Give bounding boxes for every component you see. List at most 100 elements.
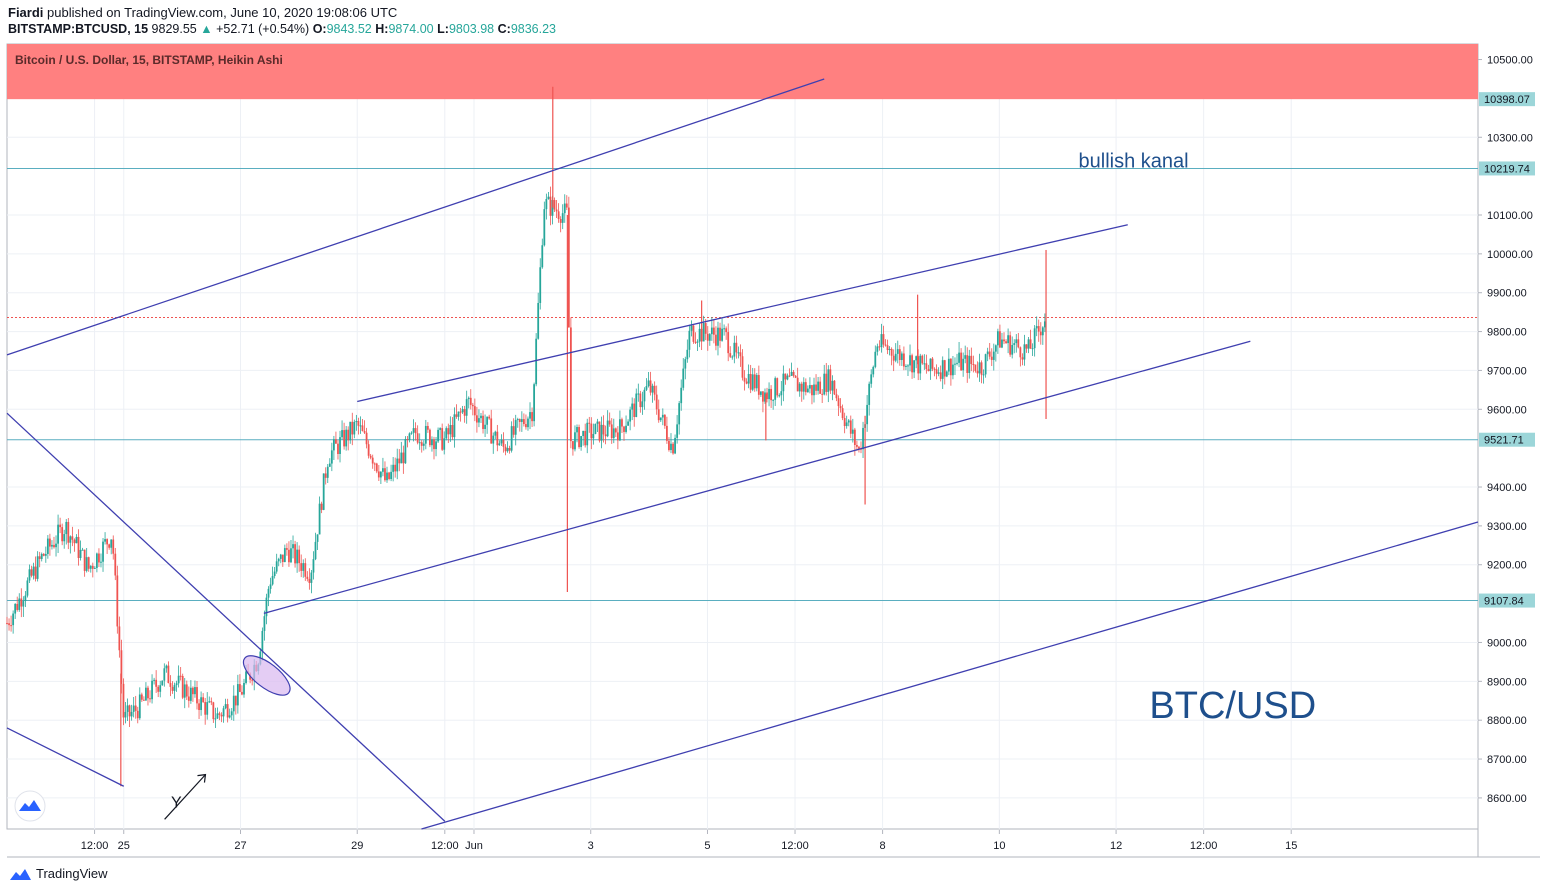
candle-body bbox=[106, 539, 109, 545]
candle-body bbox=[1017, 339, 1020, 348]
candle-body bbox=[698, 328, 701, 342]
candle-body bbox=[674, 437, 676, 454]
candle-body bbox=[992, 351, 995, 360]
candle-body bbox=[780, 391, 783, 396]
published-text: published on TradingView.com, June 10, 2… bbox=[47, 5, 398, 20]
candle-body bbox=[782, 373, 785, 392]
candle-body bbox=[445, 428, 448, 439]
candle-body bbox=[905, 365, 907, 367]
candle-body bbox=[326, 466, 329, 478]
candle-body bbox=[138, 694, 141, 719]
tradingview-icon bbox=[10, 868, 31, 880]
candle-body bbox=[390, 471, 392, 479]
candle-body bbox=[841, 408, 844, 419]
trendline-descending-support bbox=[6, 727, 125, 787]
candle-body bbox=[330, 450, 333, 464]
candle-body bbox=[529, 412, 531, 419]
candle-body bbox=[161, 680, 164, 686]
candle-body bbox=[349, 421, 352, 441]
publisher-name[interactable]: Fiardi bbox=[8, 5, 44, 20]
candle-body bbox=[422, 443, 425, 446]
candle-body bbox=[484, 424, 486, 429]
candle-body bbox=[108, 544, 111, 548]
candle-body bbox=[304, 563, 307, 577]
candle-body bbox=[439, 428, 442, 430]
candle-body bbox=[735, 342, 738, 353]
price-axis[interactable]: 10500.00 10300.00 10100.00 10000.00 9900.00 9… bbox=[1478, 55, 1535, 805]
candle-body bbox=[116, 575, 119, 627]
candle-body bbox=[849, 420, 852, 434]
arrow-annotation[interactable] bbox=[164, 773, 207, 820]
candle-body bbox=[124, 711, 127, 718]
candle-body bbox=[232, 695, 235, 712]
candle-body bbox=[976, 370, 979, 374]
candle-body bbox=[666, 425, 668, 441]
open-value: 9843.52 bbox=[326, 22, 372, 36]
candle-body bbox=[514, 420, 517, 435]
candle-body bbox=[745, 381, 748, 384]
candle-body bbox=[379, 471, 382, 478]
candle-body bbox=[145, 687, 147, 701]
candle-body bbox=[128, 705, 131, 717]
candle-body bbox=[531, 412, 533, 422]
candle-body bbox=[655, 394, 658, 410]
candle-body bbox=[999, 331, 1001, 348]
candle-body bbox=[473, 406, 476, 416]
candle-body bbox=[825, 373, 828, 392]
candle-body bbox=[522, 419, 525, 425]
candle-body bbox=[377, 471, 380, 478]
candle-body bbox=[288, 549, 290, 563]
candle-body bbox=[764, 392, 766, 402]
candle-body bbox=[723, 328, 726, 330]
candle-body bbox=[171, 686, 174, 691]
candle-body bbox=[59, 524, 62, 528]
time-tick-label: Jun bbox=[465, 840, 483, 852]
candle-body bbox=[335, 439, 337, 444]
trendline-bullish-channel-top bbox=[357, 224, 1128, 403]
candle-body bbox=[874, 351, 877, 367]
candle-body bbox=[827, 369, 830, 392]
candle-body bbox=[668, 440, 670, 451]
candle-body bbox=[694, 341, 697, 343]
time-axis[interactable]: 12:00 25 27 29 12:00 Jun 3 5 12:00 8 10 12 12:00 15 bbox=[81, 830, 1298, 852]
candle-body bbox=[324, 473, 327, 478]
candle-body bbox=[762, 391, 764, 402]
candle-body bbox=[943, 360, 946, 377]
candle-body bbox=[915, 356, 918, 361]
high-label: H: bbox=[375, 22, 389, 36]
breakout-ellipse[interactable] bbox=[237, 649, 296, 702]
candle-body bbox=[704, 323, 707, 334]
candle-body bbox=[937, 372, 940, 374]
candle-body bbox=[964, 355, 967, 359]
change-up-icon: ▲ bbox=[200, 22, 213, 36]
candle-body bbox=[394, 464, 397, 472]
candle-body bbox=[884, 344, 887, 346]
candle-body bbox=[312, 559, 315, 573]
candle-body bbox=[811, 385, 813, 396]
candle-body bbox=[241, 691, 243, 695]
trendlines[interactable] bbox=[6, 78, 1479, 830]
candle-body bbox=[157, 686, 160, 692]
symbol-info: BITSTAMP:BTCUSD, 15 9829.55 ▲ +52.71 (+0… bbox=[8, 22, 556, 36]
candle-body bbox=[214, 718, 217, 720]
price-tick-label: 8900.00 bbox=[1487, 676, 1527, 688]
candle-body bbox=[263, 616, 266, 631]
candle-body bbox=[641, 401, 644, 408]
candle-body bbox=[1033, 328, 1036, 349]
candle-body bbox=[982, 374, 985, 376]
footer-brand[interactable]: TradingView bbox=[8, 866, 108, 881]
candle-body bbox=[847, 420, 850, 423]
candle-body bbox=[275, 561, 278, 572]
candle-body bbox=[829, 369, 832, 391]
trendline-upper-channel bbox=[6, 78, 825, 356]
candle-body bbox=[83, 549, 86, 571]
tradingview-logo-button[interactable] bbox=[14, 790, 46, 822]
candle-body bbox=[424, 425, 427, 444]
candle-body bbox=[228, 715, 231, 718]
price-label-box bbox=[1479, 92, 1535, 107]
candle-body bbox=[939, 372, 942, 379]
candle-body bbox=[449, 425, 452, 435]
candle-body bbox=[490, 418, 493, 444]
candle-body bbox=[314, 541, 317, 560]
